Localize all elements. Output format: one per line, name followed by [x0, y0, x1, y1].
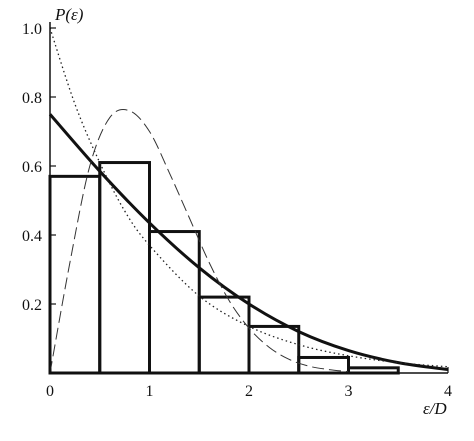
x-tick-label: 3 — [345, 383, 353, 400]
x-axis-label: ε/D — [423, 399, 447, 418]
x-tick-label: 2 — [245, 383, 253, 400]
histogram-bar — [247, 324, 301, 375]
ticks: 0 1 2 3 4 0.2 0.4 0.6 0.8 1.0 — [22, 21, 452, 400]
y-tick-label: 0.8 — [22, 90, 42, 107]
y-tick-label: 1.0 — [22, 21, 42, 38]
histogram-bar — [48, 174, 102, 375]
x-tick-label: 4 — [444, 383, 452, 400]
histogram-bar — [197, 295, 251, 375]
dotted-curve — [49, 27, 449, 368]
y-tick-label: 0.4 — [22, 228, 42, 245]
y-tick-label: 0.2 — [22, 297, 42, 314]
x-tick-label: 0 — [46, 383, 54, 400]
histogram-bar — [347, 366, 400, 375]
dashed-curve — [49, 109, 349, 374]
x-tick-label: 1 — [146, 383, 154, 400]
plot-area — [48, 27, 449, 375]
y-tick-label: 0.6 — [22, 159, 42, 176]
y-axis-label: P(ε) — [54, 5, 84, 24]
histogram-bar — [98, 161, 151, 375]
histogram-bar — [148, 230, 201, 375]
solid-curve — [48, 113, 449, 372]
